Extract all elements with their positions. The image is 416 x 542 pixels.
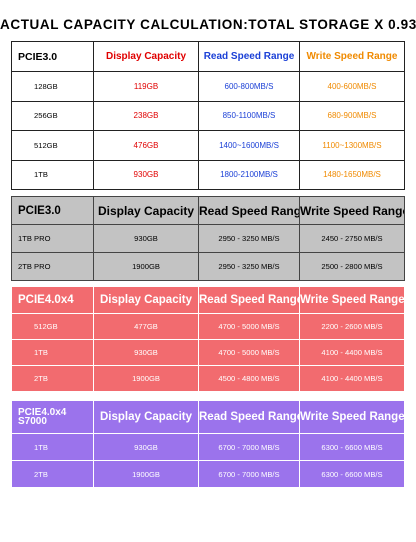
read-speed-cell: 2950 - 3250 MB/S	[198, 224, 300, 253]
header-write-speed: Write Speed Range	[299, 286, 405, 314]
header-read-speed: Read Speed Range	[198, 286, 300, 314]
table-row: 512GB 476GB 1400~1600MB/S 1100~1300MB/S	[11, 130, 405, 161]
table-row: 128GB 119GB 600-800MB/S 400-600MB/S	[11, 71, 405, 102]
capacity-cell: 1TB	[11, 339, 94, 366]
display-capacity-cell: 119GB	[93, 71, 199, 102]
header-read-speed: Read Speed Range	[198, 41, 300, 72]
display-capacity-cell: 930GB	[93, 433, 199, 461]
table-row: 1TB PRO 930GB 2950 - 3250 MB/S 2450 - 27…	[11, 224, 405, 253]
write-speed-cell: 1100~1300MB/S	[299, 130, 405, 161]
header-write-speed: Write Speed Range	[299, 400, 405, 434]
table-header-row: PCIE3.0 Display Capacity Read Speed Rang…	[11, 196, 405, 225]
table-row: 2TB 1900GB 6700 - 7000 MB/S 6300 - 6600 …	[11, 460, 405, 488]
write-speed-cell: 1480-1650MB/S	[299, 159, 405, 190]
header-interface-line1: PCIE4.0x4	[18, 407, 67, 418]
header-write-speed: Write Speed Range	[299, 41, 405, 72]
read-speed-cell: 1400~1600MB/S	[198, 130, 300, 161]
table-header-row: PCIE4.0x4 Display Capacity Read Speed Ra…	[11, 286, 405, 314]
display-capacity-cell: 930GB	[93, 159, 199, 190]
capacity-cell: 1TB PRO	[11, 224, 94, 253]
table-row: 256GB 238GB 850-1100MB/S 680-900MB/S	[11, 100, 405, 131]
capacity-cell: 2TB PRO	[11, 252, 94, 281]
write-speed-cell: 2500 - 2800 MB/S	[299, 252, 405, 281]
display-capacity-cell: 476GB	[93, 130, 199, 161]
write-speed-cell: 6300 - 6600 MB/S	[299, 460, 405, 488]
header-display-capacity: Display Capacity	[93, 41, 199, 72]
table-row: 2TB PRO 1900GB 2950 - 3250 MB/S 2500 - 2…	[11, 252, 405, 281]
header-read-speed: Read Speed Range	[198, 400, 300, 434]
capacity-cell: 256GB	[11, 100, 94, 131]
capacity-cell: 512GB	[11, 313, 94, 340]
write-speed-cell: 4100 - 4400 MB/S	[299, 339, 405, 366]
display-capacity-cell: 930GB	[93, 339, 199, 366]
table-row: 1TB 930GB 4700 - 5000 MB/S 4100 - 4400 M…	[11, 339, 405, 366]
capacity-cell: 1TB	[11, 159, 94, 190]
display-capacity-cell: 930GB	[93, 224, 199, 253]
header-interface: PCIE4.0x4	[11, 286, 94, 314]
header-display-capacity: Display Capacity	[93, 196, 199, 225]
display-capacity-cell: 1900GB	[93, 365, 199, 392]
read-speed-cell: 6700 - 7000 MB/S	[198, 433, 300, 461]
read-speed-cell: 6700 - 7000 MB/S	[198, 460, 300, 488]
write-speed-cell: 2450 - 2750 MB/S	[299, 224, 405, 253]
header-interface-line2: S7000	[18, 416, 47, 427]
capacity-cell: 512GB	[11, 130, 94, 161]
header-display-capacity: Display Capacity	[93, 286, 199, 314]
read-speed-cell: 4500 - 4800 MB/S	[198, 365, 300, 392]
page-title: ACTUAL CAPACITY CALCULATION:TOTAL STORAG…	[0, 17, 416, 32]
pcie4-table: PCIE4.0x4 Display Capacity Read Speed Ra…	[11, 286, 405, 392]
read-speed-cell: 2950 - 3250 MB/S	[198, 252, 300, 281]
read-speed-cell: 4700 - 5000 MB/S	[198, 339, 300, 366]
table-row: 2TB 1900GB 4500 - 4800 MB/S 4100 - 4400 …	[11, 365, 405, 392]
header-interface: PCIE3.0	[11, 196, 94, 225]
table-row: 1TB 930GB 1800-2100MB/S 1480-1650MB/S	[11, 159, 405, 190]
display-capacity-cell: 238GB	[93, 100, 199, 131]
capacity-cell: 128GB	[11, 71, 94, 102]
header-display-capacity: Display Capacity	[93, 400, 199, 434]
table-row: 512GB 477GB 4700 - 5000 MB/S 2200 - 2600…	[11, 313, 405, 340]
header-interface: PCIE3.0	[11, 41, 94, 72]
display-capacity-cell: 1900GB	[93, 252, 199, 281]
pcie3-pro-table: PCIE3.0 Display Capacity Read Speed Rang…	[11, 196, 405, 281]
write-speed-cell: 6300 - 6600 MB/S	[299, 433, 405, 461]
write-speed-cell: 4100 - 4400 MB/S	[299, 365, 405, 392]
write-speed-cell: 680-900MB/S	[299, 100, 405, 131]
table-header-row: PCIE3.0 Display Capacity Read Speed Rang…	[11, 41, 405, 72]
header-read-speed: Read Speed Range	[198, 196, 300, 225]
read-speed-cell: 4700 - 5000 MB/S	[198, 313, 300, 340]
capacity-cell: 1TB	[11, 433, 94, 461]
table-row: 1TB 930GB 6700 - 7000 MB/S 6300 - 6600 M…	[11, 433, 405, 461]
table-header-row: PCIE4.0x4 S7000 Display Capacity Read Sp…	[11, 400, 405, 434]
header-interface: PCIE4.0x4 S7000	[11, 400, 94, 434]
pcie3-basic-table: PCIE3.0 Display Capacity Read Speed Rang…	[11, 41, 405, 190]
read-speed-cell: 850-1100MB/S	[198, 100, 300, 131]
read-speed-cell: 600-800MB/S	[198, 71, 300, 102]
write-speed-cell: 2200 - 2600 MB/S	[299, 313, 405, 340]
pcie4-s7000-table: PCIE4.0x4 S7000 Display Capacity Read Sp…	[11, 400, 405, 488]
read-speed-cell: 1800-2100MB/S	[198, 159, 300, 190]
capacity-cell: 2TB	[11, 460, 94, 488]
display-capacity-cell: 1900GB	[93, 460, 199, 488]
capacity-cell: 2TB	[11, 365, 94, 392]
write-speed-cell: 400-600MB/S	[299, 71, 405, 102]
display-capacity-cell: 477GB	[93, 313, 199, 340]
header-write-speed: Write Speed Range	[299, 196, 405, 225]
